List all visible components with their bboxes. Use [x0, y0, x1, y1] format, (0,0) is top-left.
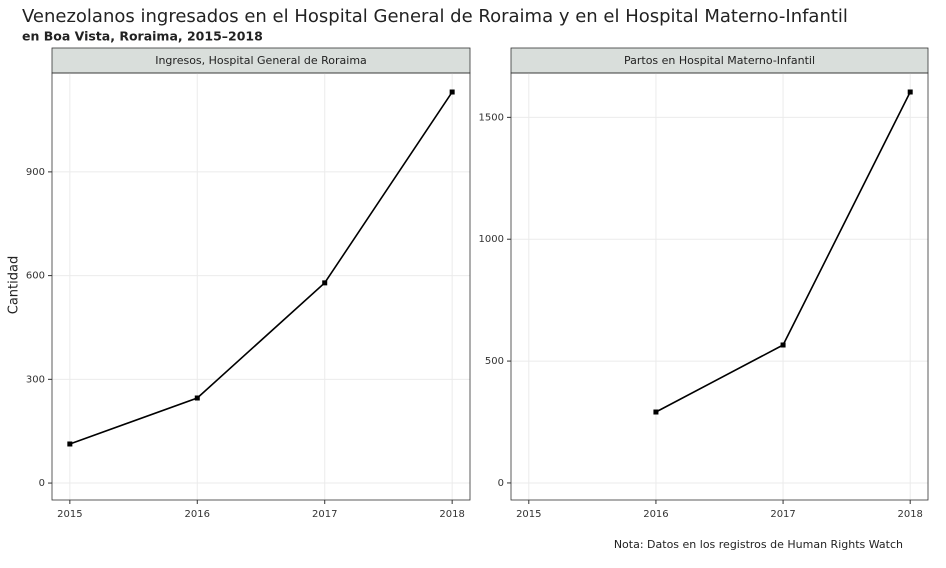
x-tick-label: 2016 — [643, 509, 668, 520]
point — [194, 395, 200, 401]
y-axis-label: Cantidad — [7, 256, 22, 314]
y-tick-label: 0 — [39, 478, 45, 489]
x-tick-label: 2018 — [897, 509, 922, 520]
point — [780, 342, 786, 348]
panel-background — [52, 73, 470, 500]
point — [653, 409, 659, 415]
line — [69, 91, 453, 445]
strip-label: Partos en Hospital Materno-Infantil — [624, 54, 815, 67]
y-tick-label: 0 — [498, 478, 504, 489]
x-tick-label: 2017 — [312, 509, 337, 520]
caption: Nota: Datos en los registros de Human Ri… — [614, 538, 903, 551]
y-tick-label: 900 — [26, 167, 45, 178]
chart-title: Venezolanos ingresados en el Hospital Ge… — [22, 6, 848, 27]
x-tick-label: 2015 — [57, 509, 82, 520]
strip — [510, 47, 929, 74]
chart-subtitle: en Boa Vista, Roraima, 2015–2018 — [22, 29, 263, 44]
point — [907, 89, 913, 95]
x-tick-label: 2018 — [439, 509, 464, 520]
x-tick-label: 2016 — [185, 509, 210, 520]
y-tick-label: 500 — [485, 356, 504, 367]
point — [67, 441, 73, 447]
y-tick-label: 1500 — [479, 112, 504, 123]
panel-border — [510, 72, 929, 501]
point — [322, 280, 328, 286]
strip-label: Ingresos, Hospital General de Roraima — [155, 54, 367, 67]
panel-background — [511, 73, 928, 500]
y-tick-label: 300 — [26, 374, 45, 385]
x-tick-label: 2017 — [770, 509, 795, 520]
panel-border — [51, 72, 471, 501]
y-tick-label: 1000 — [479, 234, 504, 245]
y-tick-label: 600 — [26, 271, 45, 282]
point — [449, 89, 455, 95]
x-tick-label: 2015 — [516, 509, 541, 520]
strip — [51, 47, 471, 74]
